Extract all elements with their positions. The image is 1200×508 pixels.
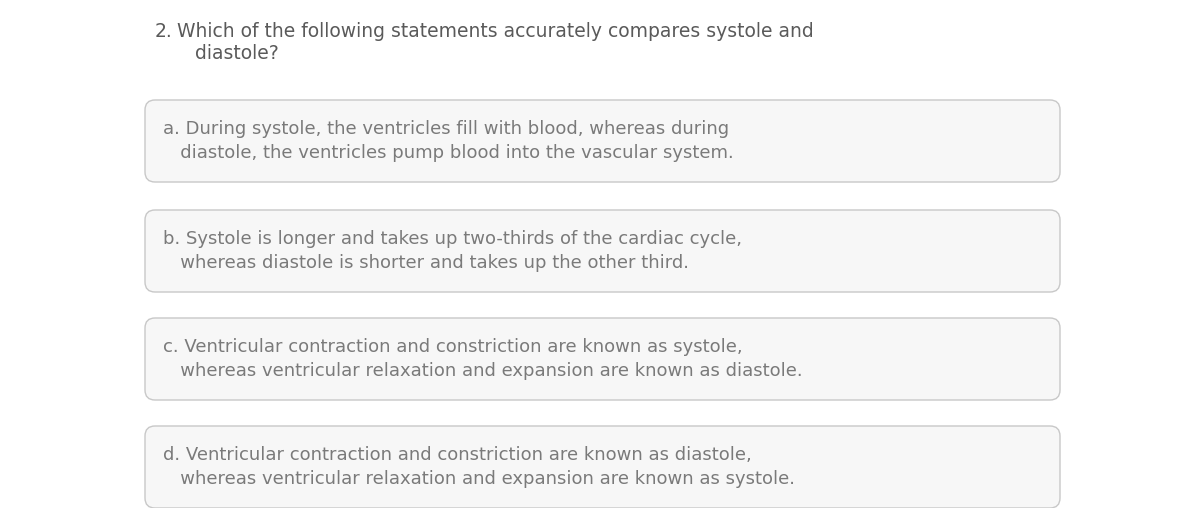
Text: whereas ventricular relaxation and expansion are known as diastole.: whereas ventricular relaxation and expan… [163,362,803,380]
Text: c. Ventricular contraction and constriction are known as systole,: c. Ventricular contraction and constrict… [163,338,743,356]
FancyBboxPatch shape [145,426,1060,508]
FancyBboxPatch shape [145,318,1060,400]
Text: diastole, the ventricles pump blood into the vascular system.: diastole, the ventricles pump blood into… [163,144,733,162]
Text: d. Ventricular contraction and constriction are known as diastole,: d. Ventricular contraction and constrict… [163,446,751,464]
Text: whereas ventricular relaxation and expansion are known as systole.: whereas ventricular relaxation and expan… [163,470,796,488]
Text: Which of the following statements accurately compares systole and
   diastole?: Which of the following statements accura… [178,22,814,63]
Text: b. Systole is longer and takes up two-thirds of the cardiac cycle,: b. Systole is longer and takes up two-th… [163,230,742,248]
Text: 2.: 2. [155,22,173,41]
FancyBboxPatch shape [145,100,1060,182]
FancyBboxPatch shape [145,210,1060,292]
Text: whereas diastole is shorter and takes up the other third.: whereas diastole is shorter and takes up… [163,254,689,272]
Text: a. During systole, the ventricles fill with blood, whereas during: a. During systole, the ventricles fill w… [163,120,730,138]
